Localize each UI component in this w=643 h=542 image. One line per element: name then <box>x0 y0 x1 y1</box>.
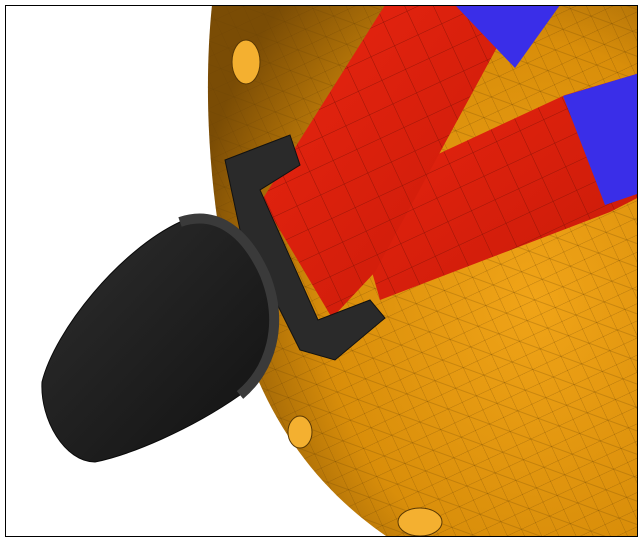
hole <box>231 39 261 85</box>
hole <box>287 415 313 449</box>
buckle-rim <box>178 213 280 399</box>
strap-lower-mesh <box>350 73 637 300</box>
hole <box>397 507 443 536</box>
strap-end <box>563 73 637 205</box>
scene <box>41 6 637 536</box>
strap-end <box>455 6 560 68</box>
strap-upper-mesh <box>262 6 520 318</box>
frame-border <box>5 5 638 537</box>
buckle-ring <box>224 134 386 361</box>
